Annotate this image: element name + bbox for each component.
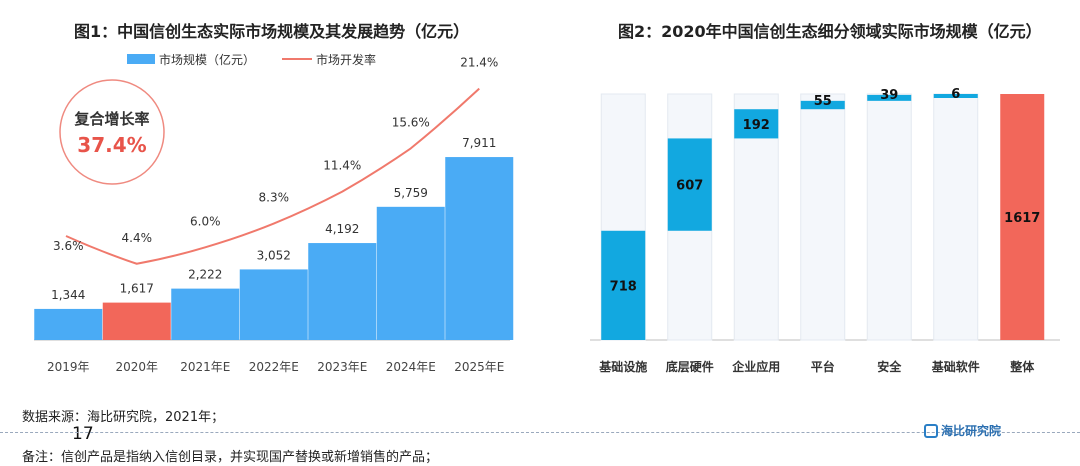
bar-4 bbox=[308, 243, 377, 340]
rate-value-label: 4.4% bbox=[122, 231, 153, 245]
rate-value-label: 21.4% bbox=[460, 56, 498, 70]
chart1-svg: 市场规模（亿元） 市场开发率 复合增长率 37.4% 1,344 2019年 3.6… bbox=[34, 52, 514, 374]
bar-6 bbox=[445, 157, 514, 340]
waterfall-bar-2 bbox=[734, 109, 779, 139]
rate-value-label: 8.3% bbox=[259, 191, 290, 205]
column-track-4 bbox=[866, 93, 912, 341]
x-tick-label: 2019年 bbox=[47, 360, 90, 374]
waterfall-value-label: 718 bbox=[610, 279, 637, 294]
bar-value-label: 3,052 bbox=[257, 248, 291, 262]
waterfall-bar-5 bbox=[933, 94, 978, 98]
bar-value-label: 4,192 bbox=[325, 222, 359, 236]
x-tick-label: 基础设施 bbox=[598, 359, 647, 374]
chart1-title: 图1：中国信创生态实际市场规模及其发展趋势（亿元） bbox=[74, 22, 470, 41]
waterfall-value-label: 1617 bbox=[1004, 211, 1040, 226]
x-tick-label: 2023年E bbox=[317, 360, 367, 374]
waterfall-value-label: 192 bbox=[743, 118, 770, 133]
bar-value-label: 1,617 bbox=[120, 282, 154, 296]
x-tick-label: 企业应用 bbox=[731, 359, 780, 374]
cagr-label: 复合增长率 bbox=[73, 110, 149, 128]
bar-3 bbox=[239, 269, 308, 340]
bar-value-label: 7,911 bbox=[462, 136, 496, 150]
x-tick-label: 安全 bbox=[877, 359, 902, 374]
rate-value-label: 15.6% bbox=[392, 115, 430, 129]
data-source-note: 数据来源：海比研究院，2021年； bbox=[22, 410, 225, 425]
waterfall-bar-3 bbox=[800, 100, 845, 110]
waterfall-value-label: 6 bbox=[951, 87, 960, 102]
x-tick-label: 2022年E bbox=[249, 360, 299, 374]
waterfall-value-label: 607 bbox=[676, 179, 703, 194]
x-tick-label: 底层硬件 bbox=[666, 359, 714, 374]
bar-1 bbox=[102, 302, 171, 340]
chart2-title: 图2：2020年中国信创生态细分领域实际市场规模（亿元） bbox=[618, 22, 1042, 41]
x-tick-label: 平台 bbox=[811, 359, 835, 374]
cagr-value: 37.4% bbox=[77, 133, 146, 157]
x-tick-label: 整体 bbox=[1009, 359, 1035, 374]
legend-line-label: 市场开发率 bbox=[316, 52, 376, 67]
bar-value-label: 2,222 bbox=[188, 268, 222, 282]
footer-divider bbox=[0, 432, 1080, 433]
bar-value-label: 5,759 bbox=[394, 186, 428, 200]
x-tick-label: 2021年E bbox=[180, 360, 230, 374]
bar-value-label: 1,344 bbox=[51, 288, 85, 302]
x-tick-label: 2025年E bbox=[454, 360, 504, 374]
x-tick-label: 2024年E bbox=[386, 360, 436, 374]
legend-bar-swatch bbox=[127, 54, 155, 64]
page-number: 17 bbox=[72, 424, 94, 444]
waterfall-bar-1 bbox=[667, 138, 712, 231]
bar-2 bbox=[171, 288, 240, 340]
column-track-3 bbox=[800, 93, 846, 341]
legend-bar-label: 市场规模（亿元） bbox=[159, 52, 255, 67]
rate-value-label: 11.4% bbox=[323, 159, 361, 173]
brand-logo: 海比研究院 bbox=[924, 422, 1001, 439]
rate-series-line bbox=[65, 87, 480, 265]
rate-value-label: 3.6% bbox=[53, 239, 84, 253]
bar-5 bbox=[376, 206, 445, 340]
column-track-5 bbox=[933, 93, 979, 341]
waterfall-bar-4 bbox=[867, 94, 912, 101]
waterfall-value-label: 55 bbox=[814, 94, 832, 109]
x-tick-label: 2020年 bbox=[115, 360, 158, 374]
waterfall-value-label: 39 bbox=[880, 88, 898, 103]
rate-value-label: 6.0% bbox=[190, 214, 221, 228]
logo-icon bbox=[924, 423, 938, 438]
remark-note: 备注：信创产品是指纳入信创目录，并实现国产替换或新增销售的产品； bbox=[22, 450, 439, 465]
logo-text: 海比研究院 bbox=[941, 424, 1002, 438]
chart2-svg: 718 基础设施 607 底层硬件 192 企业应用 55 平台 39 安全 6 基础软件 1617 整体 bbox=[590, 87, 1060, 374]
x-tick-label: 基础软件 bbox=[931, 359, 980, 374]
waterfall-bar-0 bbox=[601, 230, 646, 340]
bar-0 bbox=[34, 308, 103, 340]
cagr-circle bbox=[59, 79, 165, 185]
waterfall-bar-6 bbox=[1000, 94, 1045, 340]
